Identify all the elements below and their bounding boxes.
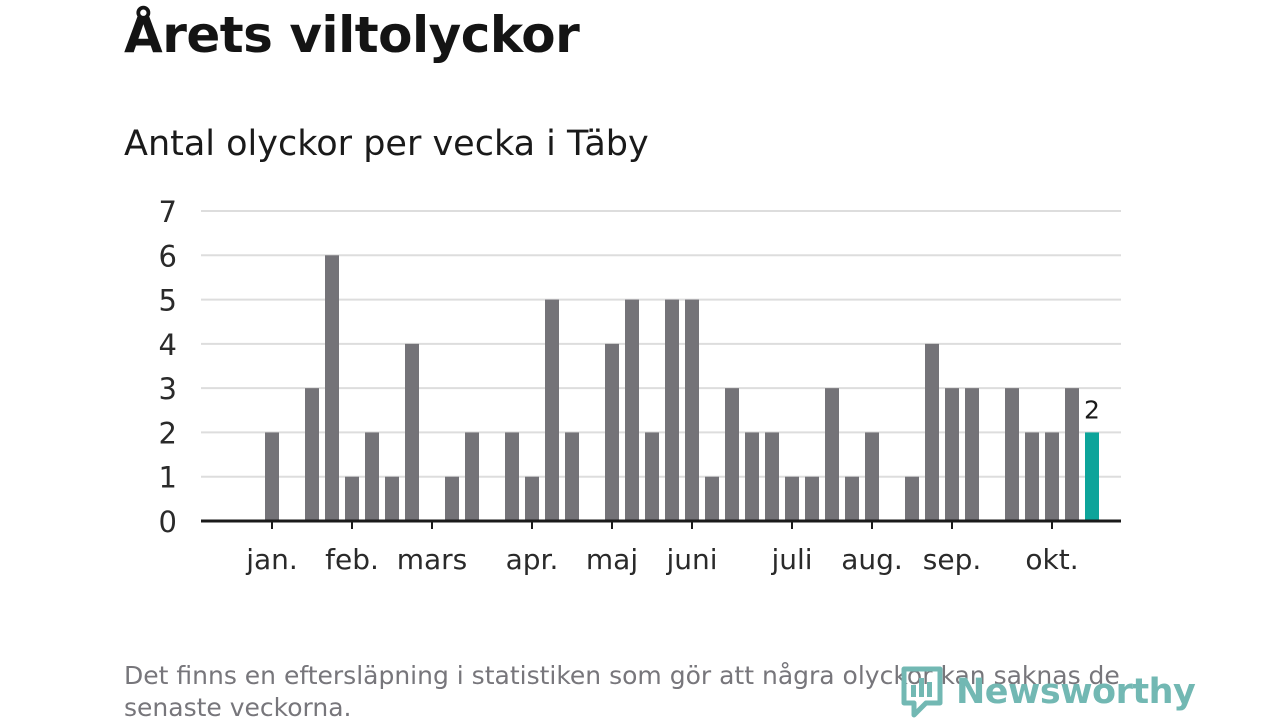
bar: [1005, 388, 1019, 521]
x-tick-label: okt.: [1025, 543, 1078, 576]
y-tick-label: 4: [159, 328, 177, 362]
x-tick-label: jan.: [245, 543, 298, 576]
bar-highlight: [1085, 432, 1099, 521]
bar: [385, 476, 399, 521]
x-tick-label: aug.: [841, 543, 903, 576]
y-tick-label: 7: [159, 195, 177, 229]
bar: [905, 476, 919, 521]
bar: [525, 476, 539, 521]
bar: [645, 432, 659, 521]
bar: [785, 476, 799, 521]
bar: [805, 476, 819, 521]
y-axis-tick-labels: 0 1 2 3 4 5 6 7: [159, 195, 177, 539]
y-tick-label: 2: [159, 416, 177, 450]
y-tick-label: 5: [159, 284, 177, 318]
x-tick-label: juli: [770, 543, 812, 576]
bar: [365, 432, 379, 521]
bar: [665, 299, 679, 521]
newsworthy-logo-text: Newsworthy: [956, 672, 1196, 712]
bar: [545, 299, 559, 521]
bars: 2: [265, 255, 1100, 522]
bar: [845, 476, 859, 521]
bar: [325, 255, 339, 522]
x-axis: [201, 519, 1121, 529]
bar: [745, 432, 759, 521]
bar: [605, 343, 619, 521]
bar: [345, 476, 359, 521]
bar: [685, 299, 699, 521]
lag-note: Det finns en eftersläpning i statistiken…: [124, 661, 1120, 722]
bar: [565, 432, 579, 521]
bar: [405, 343, 419, 521]
x-tick-label: maj: [586, 543, 638, 576]
bar: [965, 388, 979, 521]
bar: [765, 432, 779, 521]
bar: [305, 388, 319, 521]
bar: [445, 476, 459, 521]
newsworthy-logo-icon: [901, 666, 943, 718]
bar: [265, 432, 279, 521]
y-tick-label: 1: [159, 461, 177, 495]
bar: [1025, 432, 1039, 521]
x-tick-label: sep.: [923, 543, 982, 576]
bar: [1045, 432, 1059, 521]
bar: [825, 388, 839, 521]
bar: [945, 388, 959, 521]
bar: [705, 476, 719, 521]
bar-data-label: 2: [1084, 395, 1100, 424]
y-tick-label: 3: [159, 372, 177, 406]
bar: [465, 432, 479, 521]
x-tick-label: mars: [397, 543, 468, 576]
bar: [1065, 388, 1079, 521]
x-tick-label: apr.: [506, 543, 559, 576]
chart-title: Årets viltolyckor: [124, 6, 580, 64]
x-axis-tick-labels: jan. feb. mars apr. maj juni juli aug. sep. okt.: [245, 543, 1078, 576]
bar: [865, 432, 879, 521]
bar: [725, 388, 739, 521]
bar-chart: 0 1 2 3 4 5 6 7 2 jan. feb. mars apr. maj juni juli au…: [159, 195, 1121, 576]
bar: [625, 299, 639, 521]
x-tick-label: juni: [665, 543, 717, 576]
chart-subtitle: Antal olyckor per vecka i Täby: [124, 124, 649, 164]
newsworthy-logo[interactable]: Newsworthy: [900, 664, 1196, 720]
bar: [925, 343, 939, 521]
x-tick-label: feb.: [325, 543, 379, 576]
y-tick-label: 6: [159, 239, 177, 273]
y-tick-label: 0: [159, 505, 177, 539]
bar: [505, 432, 519, 521]
